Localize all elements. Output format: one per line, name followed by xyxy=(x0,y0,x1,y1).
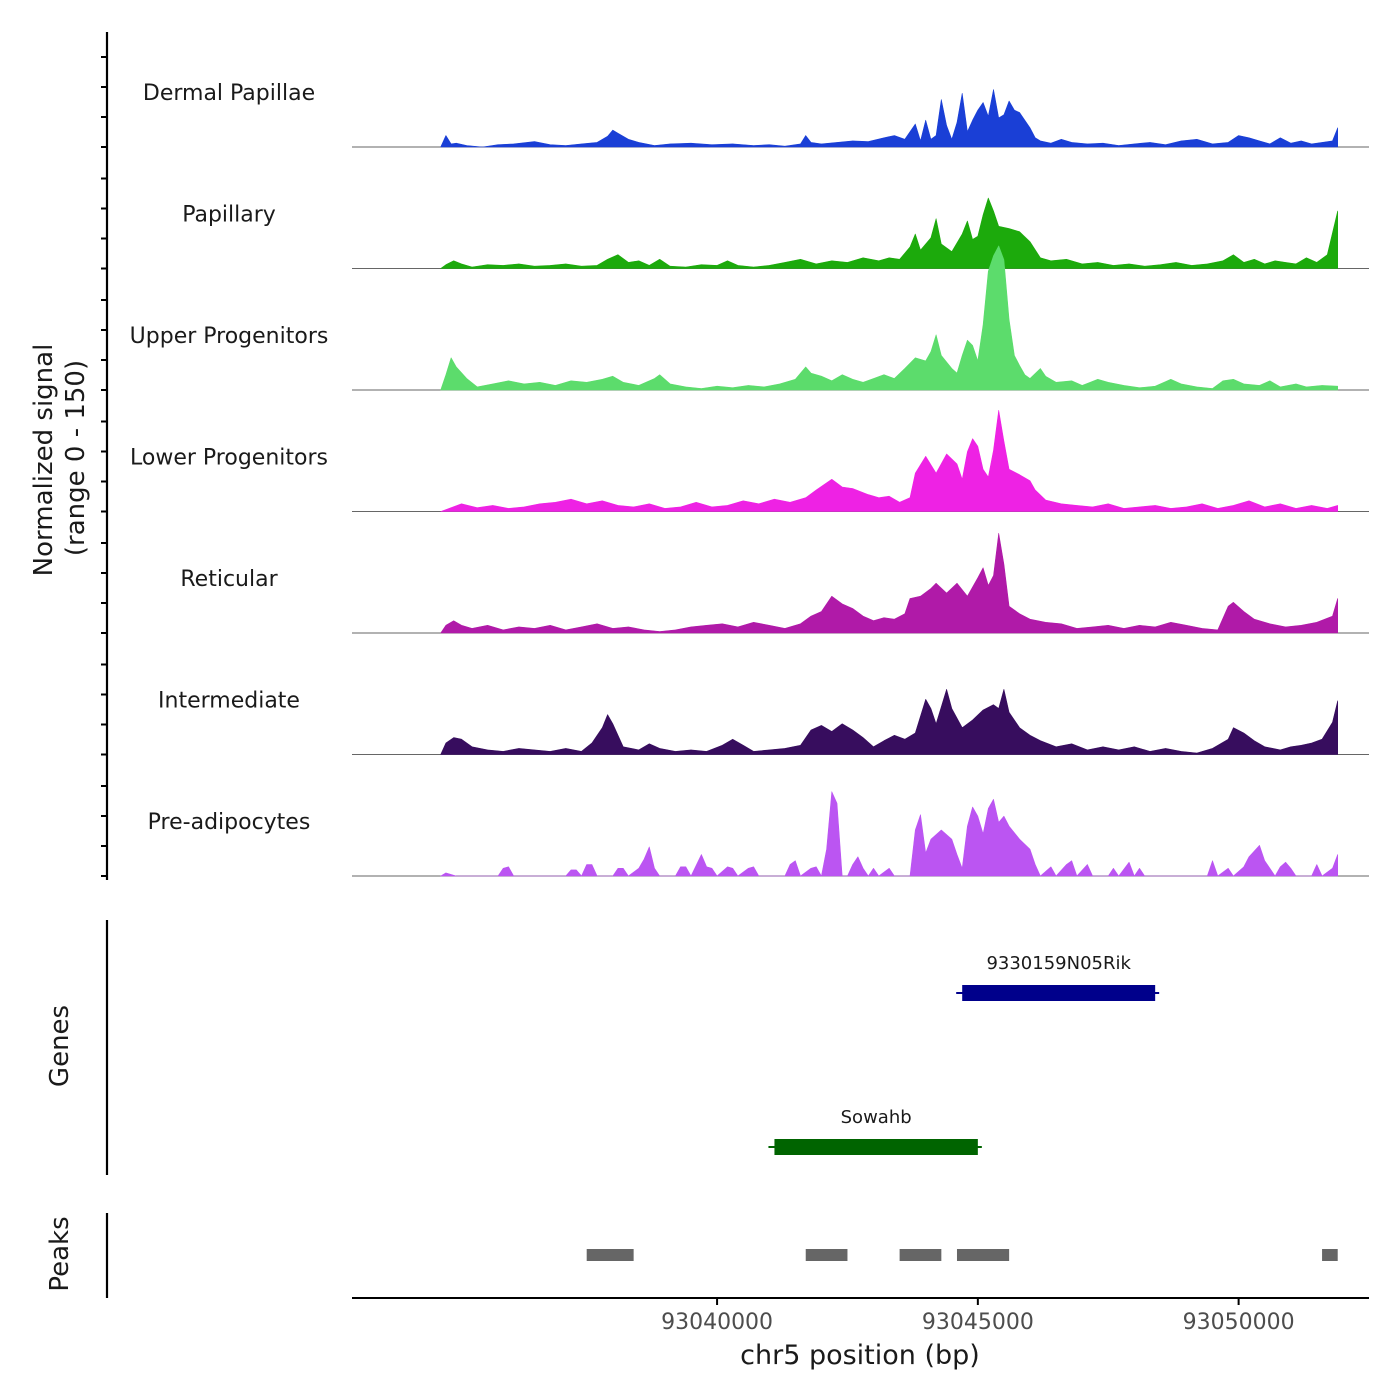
track-label: Reticular xyxy=(180,567,278,592)
track-papillary: Papillary xyxy=(182,197,1369,269)
genes-panel: 9330159N05Rik Sowahb xyxy=(768,953,1160,1155)
peak xyxy=(899,1249,942,1261)
gene-label: Sowahb xyxy=(841,1107,912,1128)
track-dermal-papillae: Dermal Papillae xyxy=(143,81,1369,148)
y-axis-title: Normalized signal (range 0 - 150) xyxy=(29,344,91,577)
track-lower-progenitors: Lower Progenitors xyxy=(130,410,1369,512)
signal-area xyxy=(440,689,1338,755)
x-tick-label: 93040000 xyxy=(661,1310,773,1335)
peaks-panel xyxy=(586,1249,1338,1261)
signal-area xyxy=(440,410,1338,512)
peak xyxy=(1322,1249,1338,1261)
gene-9330159n05rik: 9330159N05Rik xyxy=(956,953,1160,1001)
signal-area xyxy=(440,197,1338,269)
signal-area xyxy=(440,791,1338,877)
signal-area xyxy=(440,533,1338,634)
x-tick-label: 93045000 xyxy=(922,1310,1034,1335)
track-intermediate: Intermediate xyxy=(158,689,1369,755)
peak xyxy=(586,1249,634,1261)
coverage-y-ticks xyxy=(101,56,107,877)
track-label: Intermediate xyxy=(158,689,300,714)
track-label: Papillary xyxy=(182,203,276,228)
track-label: Upper Progenitors xyxy=(130,324,329,349)
signal-area xyxy=(440,89,1338,148)
gene-label: 9330159N05Rik xyxy=(986,953,1131,974)
track-pre-adipocytes: Pre-adipocytes xyxy=(148,791,1369,877)
peak xyxy=(956,1249,1010,1261)
peaks-panel-title: Peaks xyxy=(45,1216,75,1291)
track-upper-progenitors: Upper Progenitors xyxy=(130,245,1369,391)
peak xyxy=(805,1249,848,1261)
track-label: Dermal Papillae xyxy=(143,81,315,106)
genes-panel-title: Genes xyxy=(45,1005,75,1087)
coverage-tracks: Dermal Papillae Papillary Upper Progenitor… xyxy=(130,81,1369,877)
signal-area xyxy=(440,245,1338,391)
x-axis-title: chr5 position (bp) xyxy=(740,1340,980,1371)
track-label: Lower Progenitors xyxy=(130,446,328,471)
track-label: Pre-adipocytes xyxy=(148,810,311,835)
y-axis-title-line2: (range 0 - 150) xyxy=(61,360,91,556)
x-axis-ticks: 93040000 93045000 93050000 xyxy=(661,1298,1295,1335)
gene-sowahb: Sowahb xyxy=(768,1107,982,1155)
y-axis-title-line1: Normalized signal xyxy=(29,344,59,577)
track-reticular: Reticular xyxy=(180,533,1369,634)
x-tick-label: 93050000 xyxy=(1183,1310,1295,1335)
